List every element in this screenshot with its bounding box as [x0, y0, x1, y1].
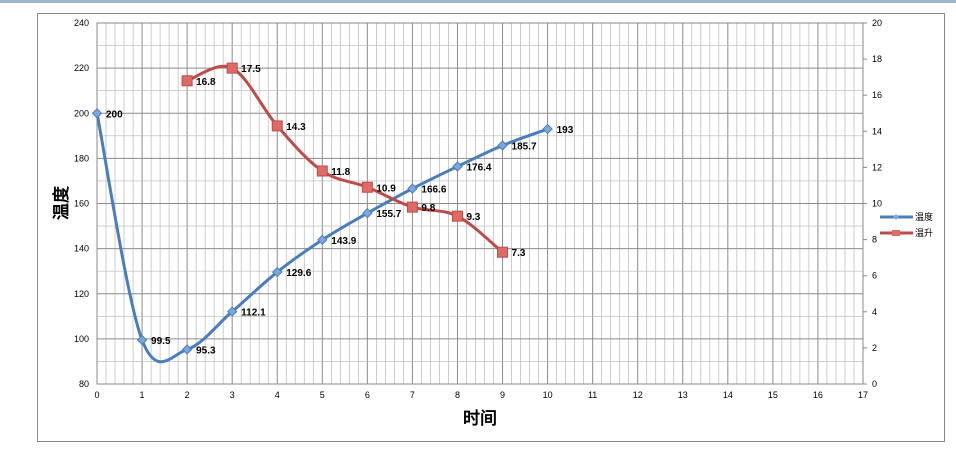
data-point-square: [271, 120, 283, 132]
data-point-diamond: [407, 183, 418, 194]
data-label: 200: [106, 109, 123, 120]
y2-tick-label: 2: [872, 343, 877, 353]
y-tick-label: 180: [74, 153, 89, 163]
y-tick-label: 200: [74, 108, 89, 118]
y2-tick-label: 4: [872, 307, 877, 317]
data-label: 17.5: [241, 64, 261, 75]
x-tick-label: 3: [230, 390, 235, 400]
y2-tick-label: 20: [872, 18, 882, 28]
data-label: 7.3: [512, 248, 526, 259]
data-point-diamond: [136, 334, 148, 346]
x-tick-label: 1: [140, 390, 145, 400]
data-point-square: [316, 165, 328, 177]
data-label: 112.1: [241, 308, 266, 319]
data-label: 176.4: [466, 162, 491, 173]
data-label: 16.8: [196, 77, 216, 88]
x-tick-label: 13: [678, 390, 688, 400]
x-tick-label: 15: [768, 390, 778, 400]
y2-tick-label: 16: [872, 90, 882, 100]
data-point-diamond: [497, 140, 508, 151]
data-label: 193: [557, 125, 574, 136]
x-tick-label: 7: [410, 390, 415, 400]
y2-tick-label: 0: [872, 379, 877, 389]
data-label: 95.3: [196, 345, 216, 356]
data-label: 129.6: [286, 268, 311, 279]
data-label: 9.3: [466, 212, 480, 223]
y-tick-label: 160: [74, 199, 89, 209]
data-point-square: [226, 62, 238, 74]
data-point-square: [497, 246, 509, 258]
data-point-diamond: [317, 234, 328, 246]
x-tick-label: 17: [858, 390, 868, 400]
legend-label: 温度: [915, 211, 933, 222]
window-top-border: [0, 0, 956, 3]
x-tick-label: 2: [185, 390, 190, 400]
data-point-square: [451, 210, 463, 222]
y2-tick-label: 12: [872, 162, 882, 172]
y-tick-label: 220: [74, 63, 89, 73]
y2-tick-label: 14: [872, 126, 882, 136]
legend-marker-diamond: [893, 214, 899, 220]
y-tick-label: 80: [79, 379, 89, 389]
data-label: 143.9: [331, 236, 356, 247]
x-axis-title: 时间: [463, 408, 497, 429]
data-point-diamond: [181, 344, 193, 355]
x-tick-label: 8: [455, 390, 460, 400]
y2-tick-label: 6: [872, 271, 877, 281]
data-label: 185.7: [512, 142, 537, 153]
data-point-diamond: [542, 123, 553, 135]
y2-tick-label: 10: [872, 199, 882, 209]
x-tick-label: 12: [633, 390, 643, 400]
data-point-square: [406, 201, 418, 213]
legend-marker-square: [892, 230, 900, 236]
x-tick-label: 9: [500, 390, 505, 400]
data-point-square: [361, 181, 373, 193]
y2-tick-label: 18: [872, 54, 882, 64]
legend-label: 温升: [915, 228, 933, 238]
data-point-diamond: [226, 306, 238, 317]
x-tick-label: 14: [723, 390, 733, 400]
x-tick-label: 4: [275, 390, 280, 400]
data-point-square: [181, 75, 193, 87]
data-point-diamond: [272, 266, 283, 278]
data-label: 155.7: [376, 209, 401, 220]
x-tick-label: 5: [320, 390, 325, 400]
data-point-diamond: [452, 161, 463, 172]
data-label: 9.8: [421, 203, 435, 214]
y-tick-label: 120: [74, 289, 89, 299]
data-label: 10.9: [376, 183, 396, 194]
data-label: 14.3: [286, 122, 306, 133]
data-label: 99.5: [151, 336, 171, 347]
x-tick-label: 10: [543, 390, 553, 400]
x-tick-label: 0: [94, 390, 99, 400]
x-tick-label: 11: [588, 390, 597, 400]
x-tick-label: 6: [365, 390, 370, 400]
y-tick-label: 140: [74, 244, 89, 254]
data-label: 11.8: [331, 167, 350, 178]
y2-tick-label: 8: [872, 235, 877, 245]
y-tick-label: 100: [74, 334, 89, 344]
data-point-diamond: [91, 108, 103, 119]
y-axis-title: 温度: [51, 185, 72, 220]
y-tick-label: 240: [74, 18, 89, 28]
data-label: 166.6: [421, 185, 446, 196]
x-tick-label: 16: [813, 390, 823, 400]
data-point-diamond: [362, 207, 373, 219]
